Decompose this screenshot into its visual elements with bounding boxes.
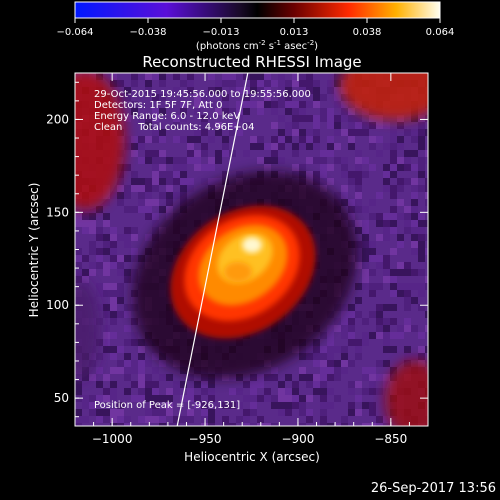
pixel-texture bbox=[75, 73, 428, 426]
corner-glow-left bbox=[75, 280, 100, 380]
y-tick-label: 50 bbox=[54, 391, 69, 405]
colorbar: −0.064 −0.038 −0.013 0.013 0.038 0.064 (photo… bbox=[56, 1, 454, 52]
colorbar-tick-label: −0.038 bbox=[129, 27, 166, 38]
colorbar-tick-label: −0.064 bbox=[56, 27, 93, 38]
x-axis-label: Heliocentric X (arcsec) bbox=[184, 450, 320, 464]
footer-timestamp: 26-Sep-2017 13:56 bbox=[370, 481, 496, 496]
corner-glow-top-left bbox=[75, 73, 125, 210]
image-annotations: 29-Oct-2015 19:45:56.000 to 19:55:56.000… bbox=[94, 89, 311, 411]
source-dim-center bbox=[224, 262, 252, 282]
y-tick-label: 150 bbox=[46, 205, 69, 219]
colorbar-tick-label: 0.064 bbox=[426, 27, 455, 38]
x-tick-label: −1000 bbox=[92, 432, 133, 446]
source-peak bbox=[242, 237, 262, 253]
colorbar-units: (photons cm-2 s-1 asec-2) bbox=[196, 39, 318, 52]
x-tick-label: −950 bbox=[189, 432, 222, 446]
x-axis-ticks: −1000 −950 −900 −850 bbox=[92, 73, 429, 446]
chart-title: Reconstructed RHESSI Image bbox=[142, 53, 361, 71]
x-tick-label: −850 bbox=[374, 432, 407, 446]
solar-limb-line bbox=[176, 73, 249, 426]
colorbar-gradient bbox=[74, 1, 441, 19]
corner-glow-top-right bbox=[340, 73, 428, 120]
x-tick-label: −900 bbox=[281, 432, 314, 446]
annotation-detectors: Detectors: 1F 5F 7F, Att 0 bbox=[94, 100, 222, 111]
plot-area bbox=[75, 73, 428, 426]
y-axis-label: Heliocentric Y (arcsec) bbox=[27, 183, 41, 318]
colorbar-tick-label: 0.038 bbox=[353, 27, 382, 38]
colorbar-tick-label: −0.013 bbox=[202, 27, 239, 38]
corner-glow-bottom-right bbox=[385, 360, 428, 426]
colorbar-tick-label: 0.013 bbox=[280, 27, 309, 38]
annotation-time-range: 29-Oct-2015 19:45:56.000 to 19:55:56.000 bbox=[94, 89, 311, 100]
annotation-energy-range: Energy Range: 6.0 - 12.0 keV bbox=[94, 111, 240, 122]
annotation-clean-counts: Clean Total counts: 4.96E+04 bbox=[94, 122, 254, 133]
colorbar-ticks: −0.064 −0.038 −0.013 0.013 0.038 0.064 bbox=[56, 18, 454, 38]
annotation-peak-position: Position of Peak = [-926,131] bbox=[94, 400, 240, 411]
y-tick-label: 200 bbox=[46, 112, 69, 126]
y-tick-label: 100 bbox=[46, 298, 69, 312]
y-axis-ticks: 50 100 150 200 bbox=[46, 81, 428, 418]
